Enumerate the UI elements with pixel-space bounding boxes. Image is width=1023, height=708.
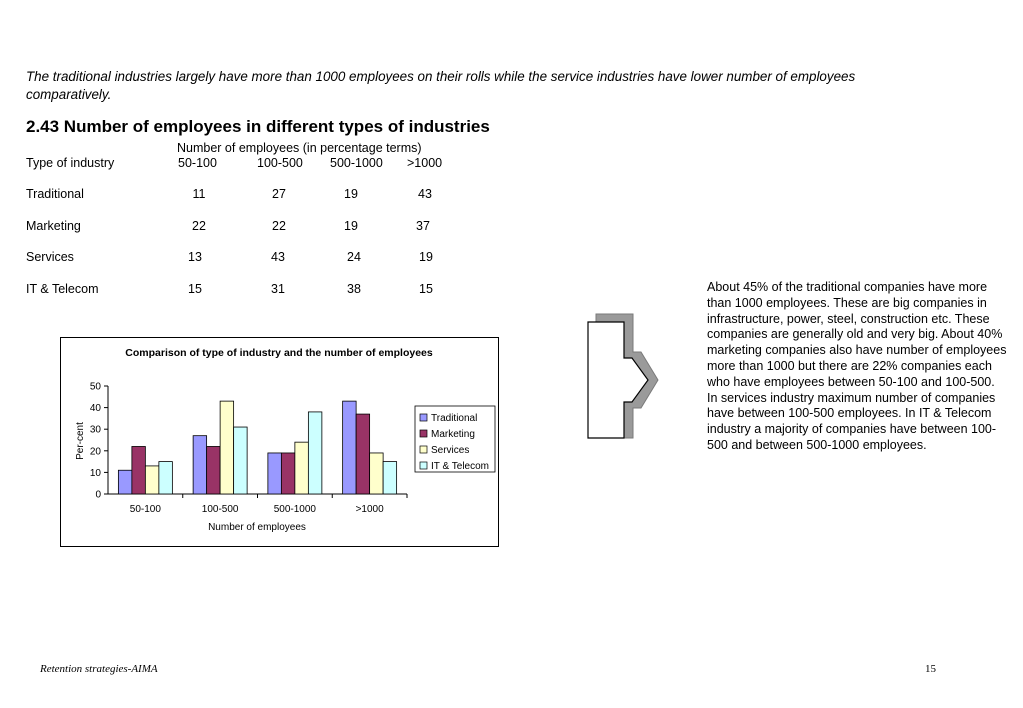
table-cell: 15 (188, 282, 202, 296)
table-cell: 24 (347, 250, 361, 264)
description-paragraph: About 45% of the traditional companies h… (707, 280, 1007, 452)
chart-title: Comparison of type of industry and the n… (125, 347, 433, 359)
table-row-label: IT & Telecom (26, 282, 99, 296)
arrow-right-icon (587, 313, 659, 439)
y-tick-label: 0 (95, 490, 101, 501)
intro-paragraph: The traditional industries largely have … (26, 69, 856, 102)
chart-bar (144, 465, 160, 495)
legend-swatch (419, 429, 428, 438)
chart-bar (158, 461, 173, 495)
legend-swatch (419, 413, 428, 422)
x-tick-label: 500-1000 (274, 504, 317, 515)
table-cell: 11 (192, 187, 206, 201)
table-cell: 22 (192, 219, 206, 233)
table-column-header: 50-100 (178, 156, 217, 170)
chart-bar (131, 446, 146, 495)
legend-label: IT & Telecom (431, 461, 489, 472)
chart-bar (342, 400, 357, 495)
x-tick-label: 100-500 (202, 504, 239, 515)
y-tick-label: 50 (90, 382, 102, 393)
table-row-label: Marketing (26, 219, 81, 233)
chart-bar (307, 411, 323, 495)
chart-bar (206, 446, 221, 495)
chart-legend: Traditional Marketing Services IT & Telecom (414, 405, 496, 473)
chart-bar (369, 452, 384, 495)
legend-label: Services (431, 445, 469, 456)
chart-bar (192, 435, 208, 495)
legend-box (414, 405, 496, 473)
table-cell: 31 (271, 282, 285, 296)
chart-bar (294, 441, 309, 495)
table-caption: Number of employees (in percentage terms… (177, 141, 422, 155)
chart-bar (355, 413, 371, 495)
table-cell: 38 (347, 282, 361, 296)
table-cell: 15 (419, 282, 433, 296)
table-cell: 43 (271, 250, 285, 264)
legend-label: Traditional (431, 413, 477, 424)
x-tick-label: 50-100 (130, 504, 162, 515)
legend-swatch (419, 445, 428, 454)
table-column-header: >1000 (407, 156, 443, 170)
table-cell: 27 (272, 187, 286, 201)
chart-bar (219, 400, 235, 495)
table-cell: 43 (418, 187, 432, 201)
table-cell: 19 (419, 250, 433, 264)
y-tick-label: 20 (90, 446, 102, 457)
chart-bar (382, 461, 398, 495)
chart-bar (267, 452, 282, 495)
chart-bar (233, 426, 248, 495)
chart-bar (280, 452, 296, 495)
y-tick-label: 40 (90, 403, 102, 414)
chart-bar (117, 469, 133, 495)
bar-chart: Comparison of type of industry and the n… (60, 337, 499, 547)
section-title: 2.43 Number of employees in different ty… (26, 117, 490, 136)
y-tick-label: 30 (90, 425, 102, 436)
table-cell: 37 (416, 219, 430, 233)
legend-swatch (419, 461, 428, 470)
table-column-header: 100-500 (257, 156, 303, 170)
table-row-label: Services (26, 250, 74, 264)
table-row-label: Traditional (26, 187, 84, 201)
y-tick-label: 10 (90, 468, 102, 479)
chart-canvas: Comparison of type of industry and the n… (75, 347, 496, 533)
table-cell: 19 (344, 187, 358, 201)
chart-y-axis-label: Per-cent (75, 422, 86, 460)
table-cell: 22 (272, 219, 286, 233)
chart-x-axis-label: Number of employees (208, 522, 306, 533)
table-cell: 13 (188, 250, 202, 264)
chart-bars (117, 400, 398, 495)
table-cell: 19 (344, 219, 358, 233)
x-tick-label: >1000 (356, 504, 385, 515)
table-header-label: Type of industry (26, 156, 115, 170)
table-column-header: 500-1000 (330, 156, 383, 170)
legend-label: Marketing (431, 429, 475, 440)
page-number: 15 (925, 663, 936, 675)
footer-document-title: Retention strategies-AIMA (40, 663, 158, 675)
